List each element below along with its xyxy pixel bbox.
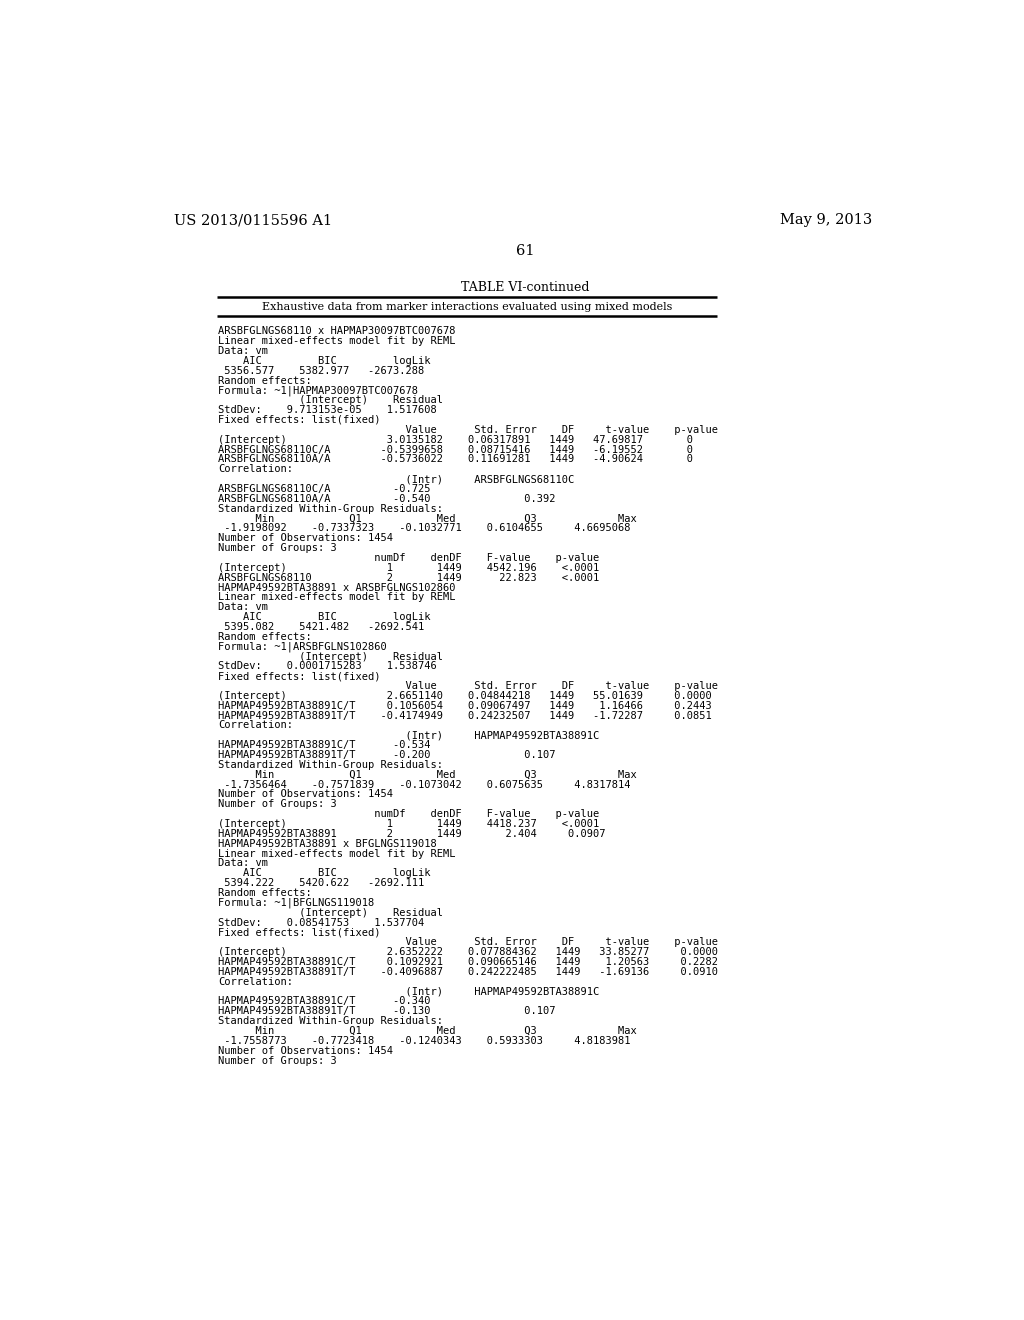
Text: Min            Q1            Med           Q3             Max: Min Q1 Med Q3 Max: [218, 1026, 637, 1036]
Text: Linear mixed-effects model fit by REML: Linear mixed-effects model fit by REML: [218, 593, 456, 602]
Text: Min            Q1            Med           Q3             Max: Min Q1 Med Q3 Max: [218, 770, 637, 780]
Text: Random effects:: Random effects:: [218, 888, 311, 898]
Text: HAPMAP49592BTA38891C/T     0.1056054    0.09067497   1449    1.16466     0.2443: HAPMAP49592BTA38891C/T 0.1056054 0.09067…: [218, 701, 712, 710]
Text: (Intercept)                1       1449    4418.237    <.0001: (Intercept) 1 1449 4418.237 <.0001: [218, 818, 599, 829]
Text: ARSBFGLNGS68110C/A          -0.725: ARSBFGLNGS68110C/A -0.725: [218, 484, 430, 494]
Text: Correlation:: Correlation:: [218, 465, 293, 474]
Text: AIC         BIC         logLik: AIC BIC logLik: [218, 356, 430, 366]
Text: Standardized Within-Group Residuals:: Standardized Within-Group Residuals:: [218, 504, 443, 513]
Text: Correlation:: Correlation:: [218, 721, 293, 730]
Text: Random effects:: Random effects:: [218, 376, 311, 385]
Text: 61: 61: [515, 244, 535, 257]
Text: (Intercept)                3.0135182    0.06317891   1449   47.69817       0: (Intercept) 3.0135182 0.06317891 1449 47…: [218, 434, 693, 445]
Text: -1.7558773    -0.7723418    -0.1240343    0.5933303     4.8183981: -1.7558773 -0.7723418 -0.1240343 0.59333…: [218, 1036, 631, 1045]
Text: (Intercept)    Residual: (Intercept) Residual: [218, 652, 443, 661]
Text: ARSBFGLNGS68110            2       1449      22.823    <.0001: ARSBFGLNGS68110 2 1449 22.823 <.0001: [218, 573, 599, 582]
Text: Min            Q1            Med           Q3             Max: Min Q1 Med Q3 Max: [218, 513, 637, 524]
Text: Data: vm: Data: vm: [218, 602, 268, 612]
Text: Fixed effects: list(fixed): Fixed effects: list(fixed): [218, 671, 380, 681]
Text: HAPMAP49592BTA38891T/T    -0.4174949    0.24232507   1449   -1.72287     0.0851: HAPMAP49592BTA38891T/T -0.4174949 0.2423…: [218, 710, 712, 721]
Text: StdDev:    0.0001715283    1.538746: StdDev: 0.0001715283 1.538746: [218, 661, 436, 672]
Text: Formula: ~1|BFGLNGS119018: Formula: ~1|BFGLNGS119018: [218, 898, 374, 908]
Text: Number of Observations: 1454: Number of Observations: 1454: [218, 789, 393, 800]
Text: Number of Groups: 3: Number of Groups: 3: [218, 543, 337, 553]
Text: Random effects:: Random effects:: [218, 632, 311, 642]
Text: 5356.577    5382.977   -2673.288: 5356.577 5382.977 -2673.288: [218, 366, 424, 376]
Text: Value      Std. Error    DF     t-value    p-value: Value Std. Error DF t-value p-value: [218, 681, 718, 692]
Text: (Intercept)    Residual: (Intercept) Residual: [218, 395, 443, 405]
Text: numDf    denDF    F-value    p-value: numDf denDF F-value p-value: [218, 809, 599, 820]
Text: HAPMAP49592BTA38891        2       1449       2.404     0.0907: HAPMAP49592BTA38891 2 1449 2.404 0.0907: [218, 829, 605, 840]
Text: 5395.082    5421.482   -2692.541: 5395.082 5421.482 -2692.541: [218, 622, 424, 632]
Text: Number of Groups: 3: Number of Groups: 3: [218, 1056, 337, 1065]
Text: HAPMAP49592BTA38891T/T      -0.200               0.107: HAPMAP49592BTA38891T/T -0.200 0.107: [218, 750, 555, 760]
Text: ARSBFGLNGS68110A/A          -0.540               0.392: ARSBFGLNGS68110A/A -0.540 0.392: [218, 494, 555, 504]
Text: StdDev:    9.713153e-05    1.517608: StdDev: 9.713153e-05 1.517608: [218, 405, 436, 414]
Text: ARSBFGLNGS68110A/A        -0.5736022    0.11691281   1449   -4.90624       0: ARSBFGLNGS68110A/A -0.5736022 0.11691281…: [218, 454, 693, 465]
Text: Formula: ~1|HAPMAP30097BTC007678: Formula: ~1|HAPMAP30097BTC007678: [218, 385, 418, 396]
Text: AIC         BIC         logLik: AIC BIC logLik: [218, 869, 430, 878]
Text: HAPMAP49592BTA38891C/T      -0.340: HAPMAP49592BTA38891C/T -0.340: [218, 997, 430, 1006]
Text: numDf    denDF    F-value    p-value: numDf denDF F-value p-value: [218, 553, 599, 562]
Text: Value      Std. Error    DF     t-value    p-value: Value Std. Error DF t-value p-value: [218, 425, 718, 434]
Text: -1.9198092    -0.7337323    -0.1032771    0.6104655     4.6695068: -1.9198092 -0.7337323 -0.1032771 0.61046…: [218, 524, 631, 533]
Text: US 2013/0115596 A1: US 2013/0115596 A1: [174, 213, 333, 227]
Text: Formula: ~1|ARSBFGLNS102860: Formula: ~1|ARSBFGLNS102860: [218, 642, 387, 652]
Text: Fixed effects: list(fixed): Fixed effects: list(fixed): [218, 414, 380, 425]
Text: HAPMAP49592BTA38891 x ARSBFGLNGS102860: HAPMAP49592BTA38891 x ARSBFGLNGS102860: [218, 582, 456, 593]
Text: (Intercept)                2.6352222    0.077884362   1449   33.85277     0.0000: (Intercept) 2.6352222 0.077884362 1449 3…: [218, 948, 718, 957]
Text: (Intercept)    Residual: (Intercept) Residual: [218, 908, 443, 917]
Text: (Intercept)                2.6651140    0.04844218   1449   55.01639     0.0000: (Intercept) 2.6651140 0.04844218 1449 55…: [218, 690, 712, 701]
Text: (Intercept)                1       1449    4542.196    <.0001: (Intercept) 1 1449 4542.196 <.0001: [218, 562, 599, 573]
Text: StdDev:    0.08541753    1.537704: StdDev: 0.08541753 1.537704: [218, 917, 424, 928]
Text: Number of Groups: 3: Number of Groups: 3: [218, 800, 337, 809]
Text: HAPMAP49592BTA38891C/T     0.1092921    0.090665146   1449    1.20563     0.2282: HAPMAP49592BTA38891C/T 0.1092921 0.09066…: [218, 957, 718, 968]
Text: Standardized Within-Group Residuals:: Standardized Within-Group Residuals:: [218, 1016, 443, 1026]
Text: (Intr)     ARSBFGLNGS68110C: (Intr) ARSBFGLNGS68110C: [218, 474, 574, 484]
Text: Value      Std. Error    DF     t-value    p-value: Value Std. Error DF t-value p-value: [218, 937, 718, 948]
Text: Data: vm: Data: vm: [218, 346, 268, 356]
Text: -1.7356464    -0.7571839    -0.1073042    0.6075635     4.8317814: -1.7356464 -0.7571839 -0.1073042 0.60756…: [218, 780, 631, 789]
Text: May 9, 2013: May 9, 2013: [779, 213, 872, 227]
Text: Exhaustive data from marker interactions evaluated using mixed models: Exhaustive data from marker interactions…: [262, 302, 672, 312]
Text: Standardized Within-Group Residuals:: Standardized Within-Group Residuals:: [218, 760, 443, 770]
Text: Number of Observations: 1454: Number of Observations: 1454: [218, 1045, 393, 1056]
Text: Fixed effects: list(fixed): Fixed effects: list(fixed): [218, 928, 380, 937]
Text: Data: vm: Data: vm: [218, 858, 268, 869]
Text: (Intr)     HAPMAP49592BTA38891C: (Intr) HAPMAP49592BTA38891C: [218, 730, 599, 741]
Text: ARSBFGLNGS68110 x HAPMAP30097BTC007678: ARSBFGLNGS68110 x HAPMAP30097BTC007678: [218, 326, 456, 337]
Text: TABLE VI-continued: TABLE VI-continued: [461, 281, 589, 294]
Text: ARSBFGLNGS68110C/A        -0.5399658    0.08715416   1449   -6.19552       0: ARSBFGLNGS68110C/A -0.5399658 0.08715416…: [218, 445, 693, 454]
Text: HAPMAP49592BTA38891T/T    -0.4096887    0.242222485   1449   -1.69136     0.0910: HAPMAP49592BTA38891T/T -0.4096887 0.2422…: [218, 966, 718, 977]
Text: HAPMAP49592BTA38891 x BFGLNGS119018: HAPMAP49592BTA38891 x BFGLNGS119018: [218, 838, 436, 849]
Text: Linear mixed-effects model fit by REML: Linear mixed-effects model fit by REML: [218, 337, 456, 346]
Text: (Intr)     HAPMAP49592BTA38891C: (Intr) HAPMAP49592BTA38891C: [218, 986, 599, 997]
Text: Linear mixed-effects model fit by REML: Linear mixed-effects model fit by REML: [218, 849, 456, 858]
Text: AIC         BIC         logLik: AIC BIC logLik: [218, 612, 430, 622]
Text: Correlation:: Correlation:: [218, 977, 293, 987]
Text: HAPMAP49592BTA38891C/T      -0.534: HAPMAP49592BTA38891C/T -0.534: [218, 741, 430, 750]
Text: 5394.222    5420.622   -2692.111: 5394.222 5420.622 -2692.111: [218, 878, 424, 888]
Text: HAPMAP49592BTA38891T/T      -0.130               0.107: HAPMAP49592BTA38891T/T -0.130 0.107: [218, 1006, 555, 1016]
Text: Number of Observations: 1454: Number of Observations: 1454: [218, 533, 393, 544]
